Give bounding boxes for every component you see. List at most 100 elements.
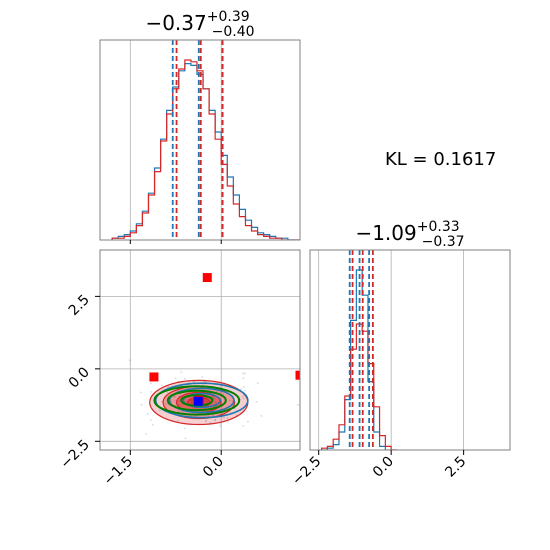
scatter-sample-point [145, 432, 148, 435]
scatter-sample-point [242, 424, 245, 427]
param2-xtick-label: −2.5 [289, 454, 324, 489]
scatter-sample-point [226, 416, 229, 419]
param1-title-upper: +0.39 [207, 9, 250, 25]
scatter-sample-point [178, 399, 180, 402]
param2-title-median: −1.09 [355, 221, 416, 245]
fit-contour [166, 389, 227, 412]
scatter-sample-point [181, 410, 184, 413]
scatter-sample-point [165, 402, 168, 405]
scatter-frame [99, 249, 301, 451]
scatter-sample-point [214, 401, 217, 403]
scatter-sample-point [150, 391, 153, 393]
density-contour-a [182, 392, 222, 409]
scatter-ytick-label: −2.5 [57, 437, 92, 472]
scatter-sample-point [260, 414, 263, 417]
scatter-sample-point [160, 400, 163, 403]
scatter-sample-point [201, 376, 204, 378]
param1-title-median: −0.37 [145, 11, 206, 35]
scatter-sample-point [227, 420, 230, 423]
scatter-sample-point [242, 397, 245, 400]
param2-xtick-label: 0.0 [370, 454, 397, 481]
scatter-sample-point [241, 395, 244, 398]
param2-frame [309, 249, 511, 451]
scatter-sample-point [211, 395, 214, 398]
scatter-sample-point [174, 395, 176, 398]
scatter-sample-point [242, 372, 244, 375]
reference-marker-b [295, 370, 300, 380]
joint-scatter-panel [99, 249, 301, 451]
scatter-sample-point [129, 359, 131, 362]
scatter-sample-point [160, 384, 163, 387]
scatter-sample-point [205, 420, 207, 422]
scatter-sample-point [255, 400, 258, 403]
param1-title-lower: −0.40 [212, 24, 255, 40]
scatter-sample-point [193, 407, 196, 410]
scatter-sample-point [242, 386, 245, 389]
param1-hist-series-b [111, 59, 300, 240]
scatter-sample-point [231, 400, 234, 402]
scatter-sample-point [178, 400, 181, 403]
fit-contour [153, 385, 241, 416]
scatter-sample-point [244, 389, 247, 392]
param2-title-upper: +0.33 [417, 219, 460, 235]
scatter-sample-point [219, 423, 222, 425]
histogram-param2-panel [309, 249, 511, 451]
scatter-sample-point [166, 391, 169, 394]
scatter-sample-point [212, 395, 215, 398]
scatter-xtick-label: −1.5 [101, 454, 136, 489]
scatter-sample-point [201, 383, 204, 386]
param1-hist-series-a [111, 63, 300, 240]
scatter-sample-point [203, 380, 205, 383]
scatter-xtick-label: 0.0 [200, 454, 227, 481]
scatter-sample-point [184, 437, 187, 440]
scatter-sample-point [246, 420, 249, 423]
scatter-sample-point [146, 412, 149, 415]
scatter-sample-point [204, 380, 207, 383]
scatter-sample-point [183, 377, 186, 380]
scatter-sample-point [242, 377, 245, 380]
density-contour-a [154, 382, 249, 419]
scatter-sample-point [176, 420, 179, 422]
scatter-sample-point [204, 420, 207, 422]
scatter-sample-point [177, 410, 180, 413]
scatter-sample-point [219, 391, 222, 394]
scatter-sample-point [170, 400, 173, 403]
param2-title-lower: −0.37 [422, 234, 465, 250]
scatter-sample-point [158, 409, 161, 412]
scatter-sample-point [139, 391, 142, 394]
reference-marker-b [202, 273, 212, 283]
scatter-sample-point [140, 403, 143, 406]
scatter-sample-point [222, 393, 225, 396]
kl-annotation: KL = 0.1617 [385, 149, 496, 170]
scatter-sample-point [173, 399, 176, 402]
param2-xtick-label: 2.5 [442, 454, 469, 481]
scatter-sample-point [213, 398, 216, 400]
scatter-sample-point [244, 372, 246, 375]
scatter-sample-point [184, 427, 186, 430]
scatter-ytick-label: 2.5 [66, 292, 93, 319]
scatter-sample-point [178, 404, 181, 407]
scatter-sample-point [214, 401, 217, 404]
scatter-sample-point [178, 403, 181, 406]
scatter-sample-point [240, 388, 242, 391]
scatter-sample-point [151, 423, 154, 426]
scatter-sample-point [228, 399, 231, 402]
scatter-sample-point [149, 419, 152, 421]
density-contour-a [168, 387, 235, 414]
param2-title: −1.09+0.33 −0.37 [355, 219, 464, 250]
scatter-sample-point [214, 418, 217, 421]
histogram-param1-panel [99, 39, 301, 241]
param1-frame [99, 39, 301, 241]
scatter-sample-point [256, 382, 259, 385]
param1-title: −0.37+0.39 −0.40 [145, 9, 254, 40]
scatter-sample-point [214, 419, 217, 422]
scatter-sample-point [219, 425, 222, 428]
scatter-sample-point [174, 377, 177, 380]
scatter-sample-point [149, 382, 152, 385]
scatter-ytick-label: 0.0 [66, 364, 93, 391]
reference-marker-b [149, 372, 159, 382]
scatter-sample-point [213, 398, 215, 401]
scatter-sample-point [207, 415, 210, 417]
tick-labels: −1.5 0.0 −2.5 0.0 2.5 −2.5 0.0 2.5 [57, 240, 469, 489]
